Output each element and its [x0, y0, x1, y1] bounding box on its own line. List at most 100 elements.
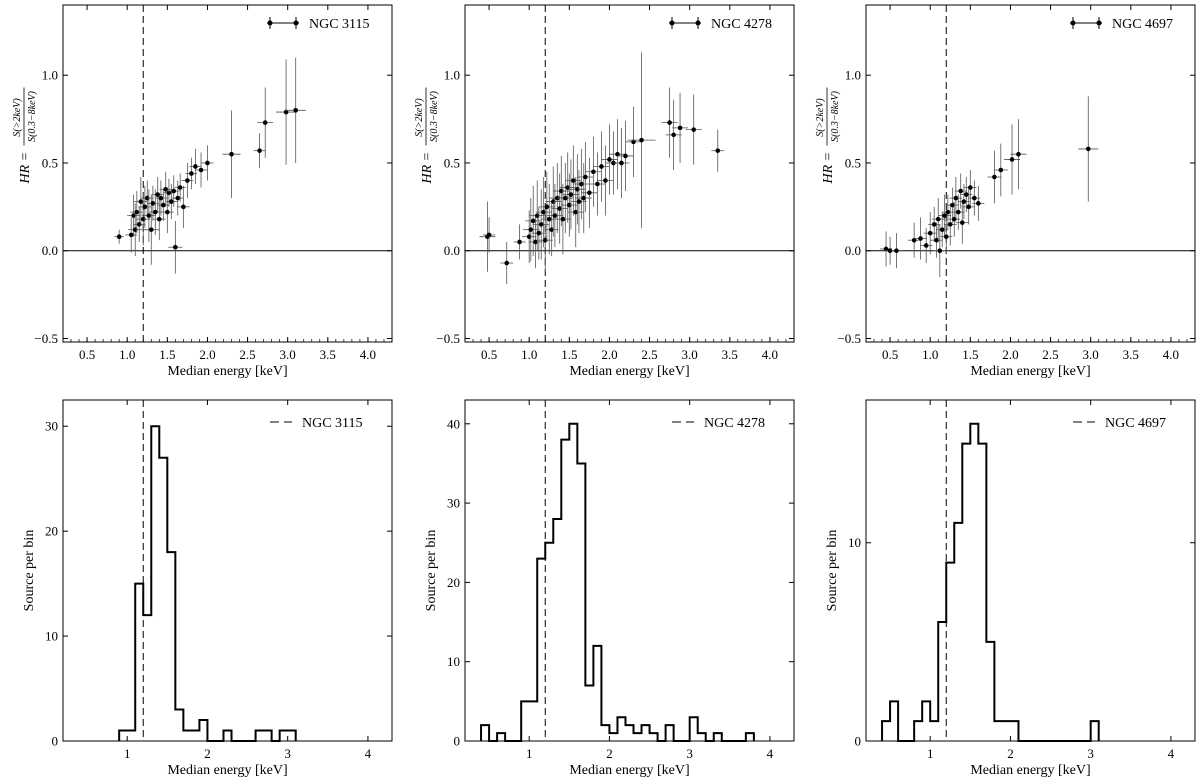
data-point	[887, 248, 893, 254]
data-point	[163, 186, 169, 192]
data-point	[557, 206, 562, 211]
data-point	[934, 237, 939, 243]
data-point	[939, 227, 945, 232]
data-point	[615, 151, 620, 157]
x-axis-label: Median energy [keV]	[167, 364, 287, 379]
data-point	[161, 202, 166, 208]
x-tick-label: 3.5	[1123, 347, 1139, 362]
data-point	[132, 227, 138, 232]
data-point	[951, 216, 957, 222]
data-point	[958, 188, 963, 194]
data-point	[175, 195, 181, 201]
data-point	[959, 220, 965, 225]
y-tick-label: 30	[45, 419, 58, 434]
y-axis-label-numerator: S(>2keV)	[414, 98, 425, 137]
y-tick-label: 10	[848, 535, 861, 550]
data-point	[544, 204, 550, 210]
x-tick-label: 1.5	[962, 347, 978, 362]
data-point	[623, 153, 628, 159]
y-axis-label: Source per bin	[22, 530, 37, 612]
data-point	[165, 209, 170, 215]
data-point	[573, 209, 579, 215]
y-axis-label-main: HR =	[420, 152, 435, 185]
y-tick-label: −0.5	[837, 331, 861, 346]
x-tick-label: 2.5	[239, 347, 255, 362]
data-point	[567, 202, 572, 208]
data-point	[571, 178, 576, 183]
y-tick-label: 1.0	[42, 68, 58, 83]
data-point	[937, 248, 943, 254]
data-point	[134, 209, 140, 215]
chart-panel-6: 1 2 3 4 0 10 Median energy [keV] Source per bin…	[825, 399, 1196, 778]
data-point	[198, 167, 204, 173]
y-axis-label-denominator: S(0.3−8keV)	[27, 90, 38, 142]
data-point	[923, 243, 929, 248]
data-point	[533, 239, 538, 245]
x-tick-label: 0.5	[481, 347, 497, 362]
data-point	[942, 213, 947, 218]
y-axis-label-denominator: S(0.3−8keV)	[429, 90, 440, 142]
data-point	[552, 213, 558, 218]
data-point	[530, 218, 536, 224]
y-axis-label-denominator: S(0.3−8keV)	[830, 90, 841, 142]
x-axis-label: Median energy [keV]	[167, 763, 287, 778]
data-point	[148, 227, 154, 232]
y-axis-label-main: HR =	[821, 152, 836, 185]
x-tick-label: 3.0	[1083, 347, 1099, 362]
data-point	[136, 222, 142, 227]
data-point	[131, 213, 136, 218]
data-point	[927, 230, 933, 236]
y-tick-label: 10	[45, 629, 58, 644]
legend-label: NGC 4697	[1112, 17, 1173, 32]
histogram-steps	[881, 422, 1100, 742]
data-point	[128, 232, 134, 238]
x-tick-label: 1.5	[159, 347, 175, 362]
data-point	[546, 216, 552, 222]
y-axis-label: HR = S(>2keV) S(0.3−8keV)	[815, 87, 841, 185]
y-tick-label: 0.5	[845, 155, 861, 170]
data-point	[581, 195, 587, 201]
y-tick-label: 0.0	[444, 243, 460, 258]
data-point	[619, 160, 624, 166]
legend-marker-point	[1070, 20, 1076, 26]
data-point	[972, 195, 977, 201]
data-point	[579, 181, 584, 187]
legend-marker-point	[1096, 20, 1102, 26]
data-point	[528, 227, 534, 232]
x-tick-label: 0.5	[882, 347, 898, 362]
data-point	[262, 120, 268, 125]
data-point	[976, 201, 981, 206]
data-point	[283, 109, 289, 115]
x-tick-label: 3.0	[280, 347, 296, 362]
histogram-steps	[480, 422, 755, 742]
y-tick-label: 0	[52, 734, 59, 749]
data-point	[534, 213, 540, 218]
data-point	[894, 248, 899, 254]
x-tick-label: 4	[365, 746, 372, 761]
data-point	[945, 209, 951, 215]
data-point	[538, 222, 544, 227]
data-point	[205, 160, 210, 166]
x-tick-label: 3.5	[722, 347, 738, 362]
data-point	[542, 237, 548, 243]
x-tick-label: 2.0	[601, 347, 617, 362]
y-tick-label: 1.0	[444, 68, 460, 83]
data-point	[257, 148, 262, 153]
data-point	[177, 185, 183, 190]
data-point	[575, 186, 580, 192]
x-axis-label: Median energy [keV]	[569, 763, 689, 778]
data-point	[667, 120, 672, 125]
legend-marker-point	[669, 20, 675, 26]
x-tick-label: 4	[1168, 746, 1175, 761]
data-point	[560, 216, 566, 222]
x-tick-label: 3	[1087, 746, 1094, 761]
x-tick-label: 2	[204, 746, 211, 761]
data-point	[631, 139, 636, 145]
data-point	[953, 195, 959, 201]
histogram-steps	[118, 425, 297, 742]
legend-marker-point	[293, 20, 299, 26]
data-point	[568, 192, 574, 197]
x-tick-label: 3.5	[320, 347, 336, 362]
y-axis-label-text: Source per bin	[22, 530, 37, 612]
